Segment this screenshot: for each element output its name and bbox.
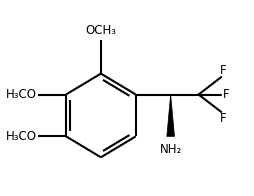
Text: H₃CO: H₃CO (5, 88, 36, 101)
Text: OCH₃: OCH₃ (85, 24, 116, 37)
Text: F: F (220, 112, 226, 125)
Text: H₃CO: H₃CO (5, 130, 36, 143)
Text: NH₂: NH₂ (160, 143, 182, 156)
Text: F: F (223, 88, 230, 101)
Polygon shape (167, 94, 174, 136)
Text: F: F (220, 64, 226, 77)
